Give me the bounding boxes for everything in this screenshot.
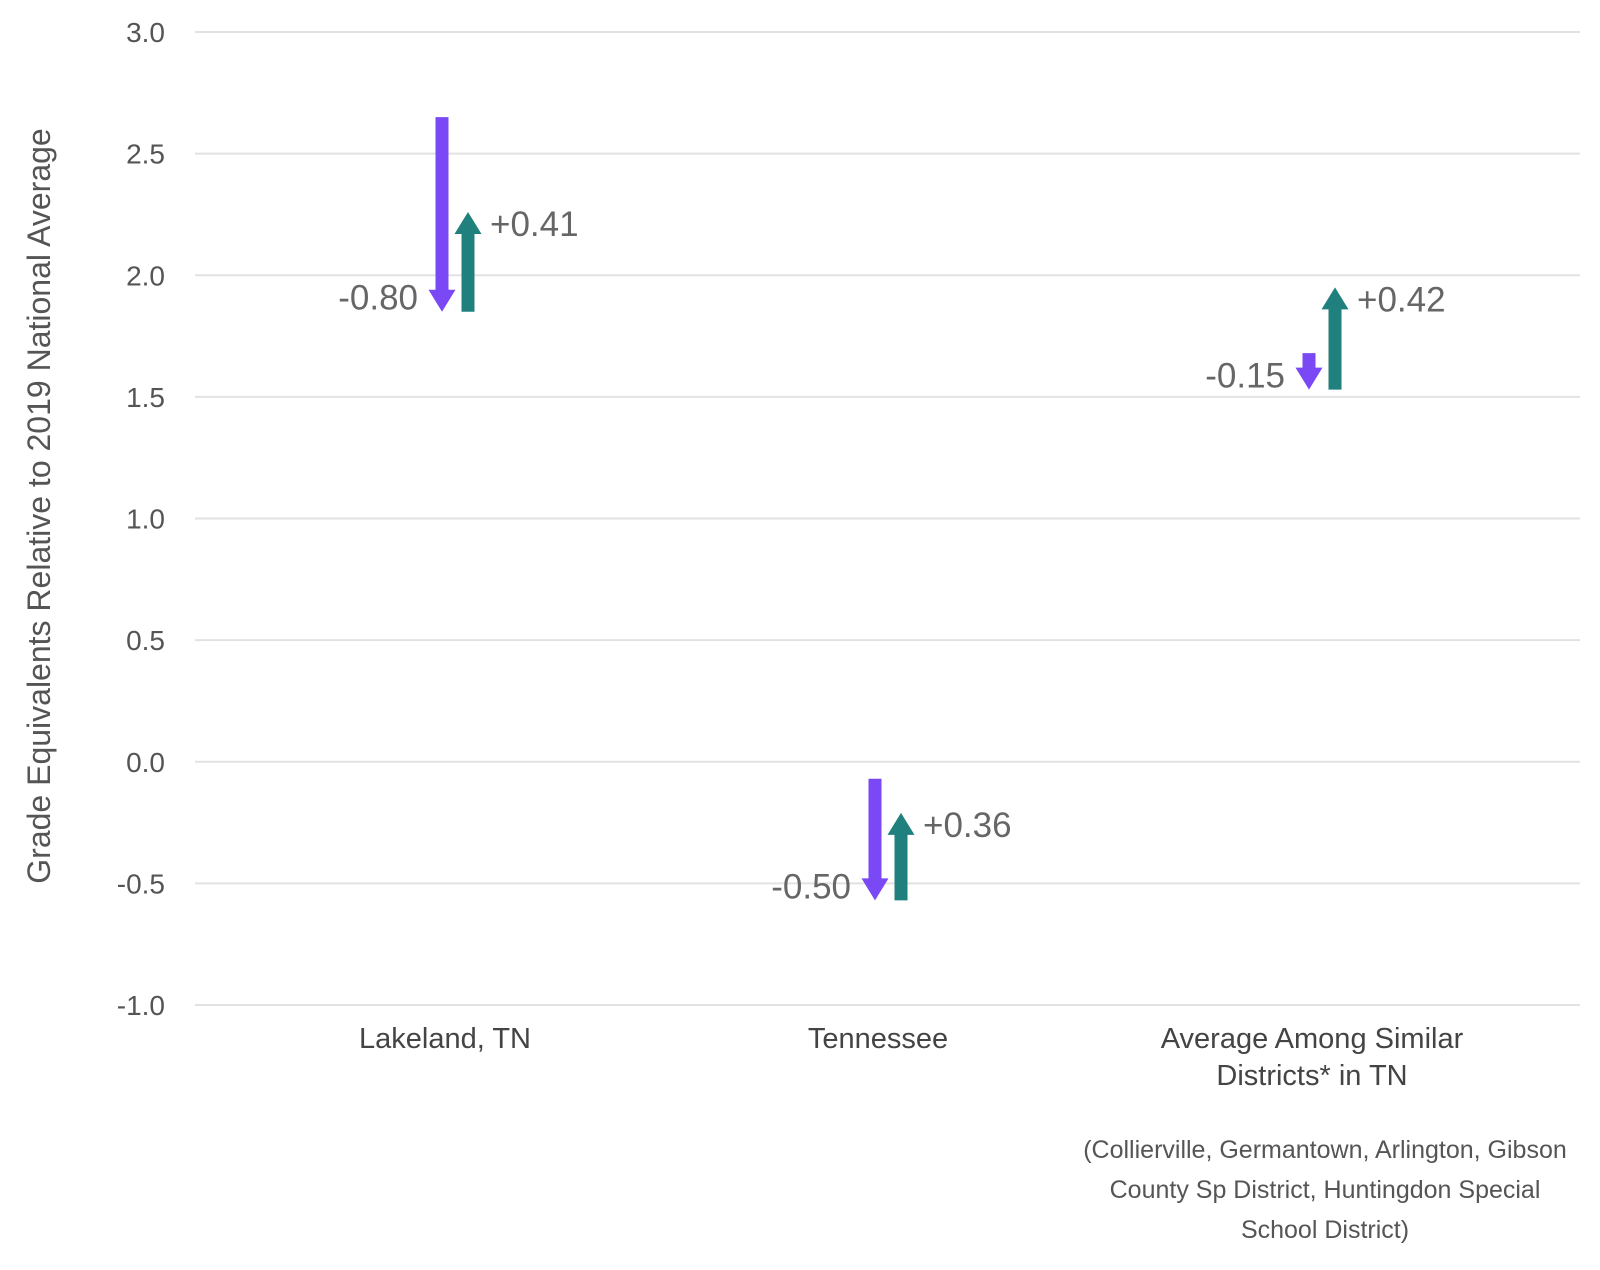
- y-tick-label: 2.0: [126, 260, 165, 291]
- gain-value-label: +0.42: [1357, 280, 1446, 319]
- y-axis-title: Grade Equivalents Relative to 2019 Natio…: [21, 128, 57, 883]
- decline-arrow: [1295, 353, 1323, 390]
- y-tick-label: 0.0: [126, 747, 165, 778]
- y-tick-labels: 3.0 2.5 2.0 1.5 1.0 0.5 0.0 -0.5 -1.0: [117, 17, 165, 1021]
- decline-arrow: [428, 117, 456, 312]
- category-label: Lakeland, TN: [359, 1023, 531, 1055]
- y-tick-label: 1.5: [126, 382, 165, 413]
- category-label: Tennessee: [808, 1023, 948, 1055]
- gain-arrow: [887, 812, 915, 901]
- footnote-line: School District): [1241, 1216, 1409, 1244]
- decline-arrow: [861, 778, 889, 901]
- arrow-marks: [428, 117, 1349, 901]
- category-label: Average Among Similar: [1161, 1023, 1464, 1055]
- category-label: Districts* in TN: [1216, 1060, 1407, 1092]
- gridlines: [195, 31, 1580, 1006]
- value-labels: -0.80 -0.50 -0.15 +0.41 +0.36 +0.42: [338, 205, 1445, 906]
- y-tick-label: 3.0: [126, 17, 165, 48]
- y-tick-label: -1.0: [117, 990, 165, 1021]
- decline-value-label: -0.50: [771, 867, 851, 906]
- footnote-line: County Sp District, Huntingdon Special: [1110, 1176, 1541, 1204]
- footnote: (Collierville, Germantown, Arlington, Gi…: [1083, 1136, 1567, 1244]
- y-tick-label: 1.0: [126, 504, 165, 535]
- decline-value-label: -0.80: [338, 279, 418, 318]
- decline-value-label: -0.15: [1205, 357, 1285, 396]
- category-labels: Lakeland, TN Tennessee Average Among Simil…: [359, 1023, 1464, 1092]
- gain-value-label: +0.41: [490, 205, 579, 244]
- gain-value-label: +0.36: [923, 806, 1012, 845]
- footnote-line: (Collierville, Germantown, Arlington, Gi…: [1083, 1136, 1567, 1164]
- gain-arrow: [454, 212, 482, 312]
- y-tick-label: -0.5: [117, 868, 165, 899]
- y-tick-label: 0.5: [126, 625, 165, 656]
- gain-arrow: [1321, 287, 1349, 390]
- y-tick-label: 2.5: [126, 139, 165, 170]
